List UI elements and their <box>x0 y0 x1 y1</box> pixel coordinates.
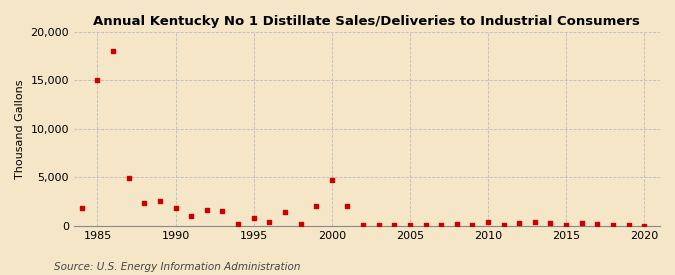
Point <box>124 176 134 181</box>
Point <box>452 222 462 227</box>
Point <box>264 219 275 224</box>
Text: Source: U.S. Energy Information Administration: Source: U.S. Energy Information Administ… <box>54 262 300 272</box>
Point <box>420 223 431 227</box>
Point <box>139 200 150 205</box>
Point <box>404 223 415 227</box>
Point <box>217 209 228 214</box>
Point <box>373 223 384 227</box>
Point <box>358 223 369 228</box>
Point <box>233 222 244 226</box>
Point <box>623 223 634 227</box>
Point <box>514 221 524 226</box>
Point <box>436 223 447 227</box>
Point <box>201 208 212 213</box>
Point <box>186 213 196 218</box>
Point <box>467 223 478 227</box>
Point <box>108 49 119 54</box>
Point <box>608 223 618 227</box>
Point <box>576 221 587 226</box>
Point <box>529 219 540 224</box>
Point <box>327 178 338 183</box>
Point <box>561 223 572 227</box>
Title: Annual Kentucky No 1 Distillate Sales/Deliveries to Industrial Consumers: Annual Kentucky No 1 Distillate Sales/De… <box>94 15 641 28</box>
Point <box>295 222 306 227</box>
Point <box>248 216 259 220</box>
Y-axis label: Thousand Gallons: Thousand Gallons <box>15 79 25 179</box>
Point <box>592 222 603 227</box>
Point <box>389 223 400 227</box>
Point <box>310 204 321 209</box>
Point <box>483 220 493 225</box>
Point <box>155 199 165 203</box>
Point <box>545 221 556 226</box>
Point <box>498 223 509 227</box>
Point <box>639 223 649 228</box>
Point <box>342 203 353 208</box>
Point <box>279 210 290 214</box>
Point <box>170 206 181 211</box>
Point <box>92 78 103 82</box>
Point <box>76 206 87 211</box>
